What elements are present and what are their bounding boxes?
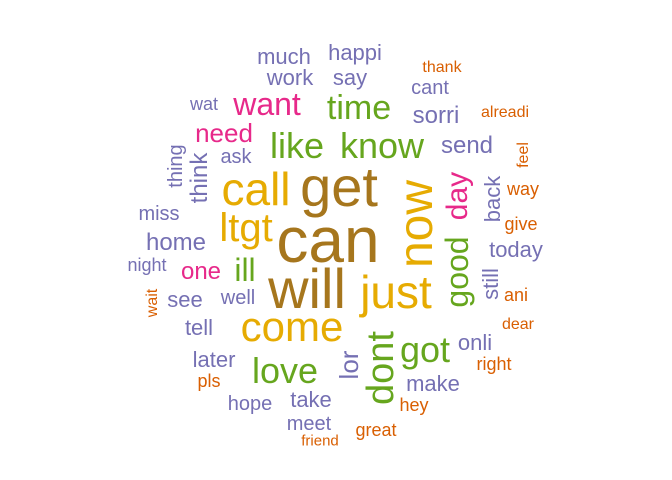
word-lor: lor (334, 350, 364, 380)
word-dont: dont (360, 331, 402, 405)
word-got: got (399, 329, 451, 370)
word-later: later (192, 347, 236, 372)
word-dear: dear (501, 316, 535, 333)
word-cant: cant (411, 77, 449, 99)
word-know: know (339, 125, 425, 166)
word-sorri: sorri (412, 102, 460, 129)
word-wat: wat (189, 94, 219, 114)
word-can: can (276, 204, 380, 276)
word-call: call (221, 163, 291, 215)
word-just: just (360, 266, 432, 318)
word-say: say (332, 65, 368, 90)
word-send: send (440, 132, 494, 159)
word-think: think (186, 152, 213, 204)
word-ill: ill (234, 252, 256, 288)
word-good: good (439, 236, 475, 308)
word-love: love (251, 350, 319, 391)
word-still: still (478, 268, 503, 300)
word-onli: onli (457, 330, 493, 355)
word-will: will (268, 257, 346, 320)
word-alreadi: alreadi (480, 104, 530, 121)
word-right: right (476, 354, 512, 374)
word-much: much (257, 44, 311, 69)
word-miss: miss (138, 203, 180, 225)
word-home: home (145, 229, 207, 256)
word-give: give (504, 214, 538, 234)
word-well: well (220, 287, 256, 309)
word-come: come (240, 303, 344, 350)
word-ltgt: ltgt (219, 206, 273, 250)
word-see: see (167, 287, 203, 312)
word-wait: wait (144, 288, 161, 318)
word-day: day (441, 171, 474, 221)
word-time: time (326, 89, 392, 127)
word-need: need (195, 118, 253, 148)
word-night: night (127, 255, 167, 275)
word-friend: friend (301, 432, 339, 450)
word-ask: ask (220, 146, 252, 168)
word-back: back (480, 175, 505, 223)
word-want: want (233, 86, 301, 122)
word-tell: tell (184, 315, 214, 340)
word-ani: ani (503, 285, 529, 305)
word-thing: thing (165, 144, 187, 188)
word-hey: hey (399, 395, 429, 415)
word-way: way (506, 179, 540, 199)
word-now: now (390, 179, 443, 269)
word-one: one (180, 258, 222, 285)
word-great: great (355, 420, 397, 440)
word-pls: pls (197, 371, 221, 391)
word-like: like (269, 125, 325, 166)
word-make: make (406, 371, 460, 396)
word-meet: meet (286, 413, 332, 435)
word-hope: hope (227, 393, 273, 415)
word-get: get (300, 155, 378, 218)
word-today: today (489, 237, 543, 262)
word-feel: feel (515, 142, 532, 168)
word-thank: thank (422, 59, 462, 76)
word-happi: happi (328, 40, 382, 65)
word-work: work (266, 65, 314, 90)
word-take: take (290, 387, 332, 412)
